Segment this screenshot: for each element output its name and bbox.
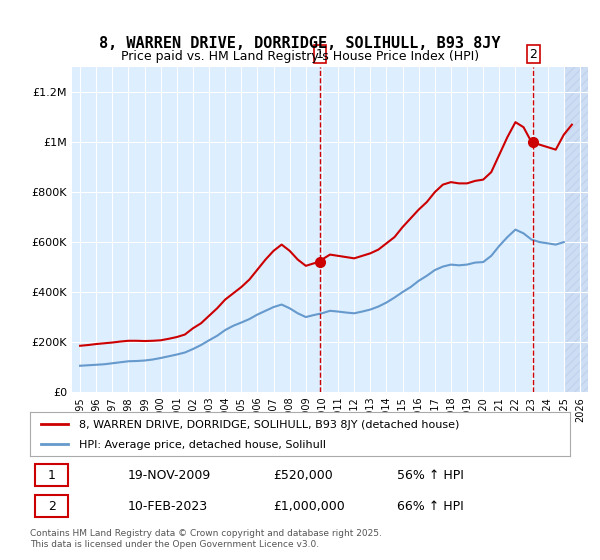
Text: 1: 1 xyxy=(47,469,56,482)
Text: £520,000: £520,000 xyxy=(273,469,333,482)
Text: 2: 2 xyxy=(530,48,538,60)
Text: 2: 2 xyxy=(47,500,56,513)
Text: £1,000,000: £1,000,000 xyxy=(273,500,345,513)
Text: Contains HM Land Registry data © Crown copyright and database right 2025.
This d: Contains HM Land Registry data © Crown c… xyxy=(30,529,382,549)
Text: 66% ↑ HPI: 66% ↑ HPI xyxy=(397,500,464,513)
FancyBboxPatch shape xyxy=(35,464,68,486)
Text: 8, WARREN DRIVE, DORRIDGE, SOLIHULL, B93 8JY (detached house): 8, WARREN DRIVE, DORRIDGE, SOLIHULL, B93… xyxy=(79,420,459,430)
Text: 19-NOV-2009: 19-NOV-2009 xyxy=(127,469,211,482)
Text: 1: 1 xyxy=(316,48,324,60)
Text: Price paid vs. HM Land Registry's House Price Index (HPI): Price paid vs. HM Land Registry's House … xyxy=(121,50,479,63)
Bar xyxy=(564,67,588,392)
Text: 56% ↑ HPI: 56% ↑ HPI xyxy=(397,469,464,482)
Text: HPI: Average price, detached house, Solihull: HPI: Average price, detached house, Soli… xyxy=(79,440,326,450)
Text: 8, WARREN DRIVE, DORRIDGE, SOLIHULL, B93 8JY: 8, WARREN DRIVE, DORRIDGE, SOLIHULL, B93… xyxy=(99,36,501,52)
FancyBboxPatch shape xyxy=(35,495,68,517)
Text: 10-FEB-2023: 10-FEB-2023 xyxy=(127,500,208,513)
